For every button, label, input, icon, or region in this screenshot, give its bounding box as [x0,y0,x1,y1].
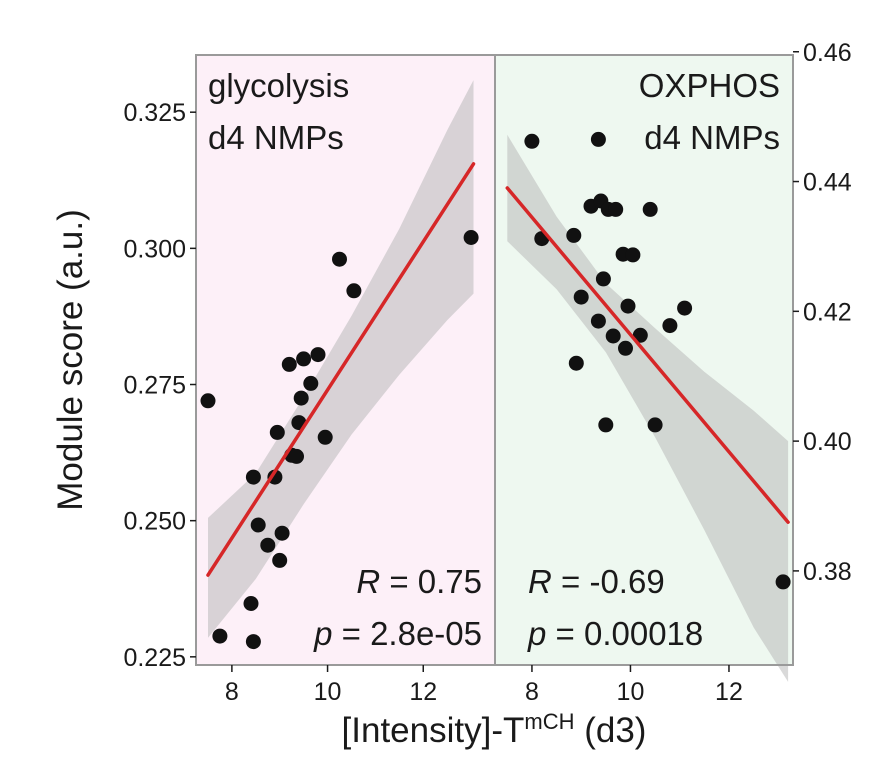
oxphos-p-value: = 0.00018 [546,615,703,652]
oxphos-y-tick-label: 0.40 [803,428,852,456]
glycolysis-data-point [200,393,216,409]
axis-ticks: 8 10 12 0.225 0.250 0.275 0.300 0.325 8 10 12 0.38 0… [123,39,851,706]
glycolysis-data-point [245,469,261,485]
glycolysis-r-label: R [356,563,380,600]
glycolysis-data-point [293,390,309,406]
oxphos-data-point [590,131,606,147]
x-axis-title-superscript: mCH [524,709,574,734]
x-axis-title-prefix: [Intensity]-T [342,711,525,750]
oxphos-data-point [632,327,648,343]
glycolysis-data-point [332,251,347,267]
oxphos-r-value: = -0.69 [552,563,665,600]
glycolysis-data-point [274,525,290,541]
glycolysis-regression-line [206,162,476,577]
glycolysis-data-point [267,469,283,485]
glycolysis-data-point [243,596,259,611]
glycolysis-x-tick-label: 8 [225,678,239,706]
oxphos-data-point [647,417,663,433]
glycolysis-y-tick-label: 0.225 [123,644,186,672]
oxphos-y-tick-label: 0.42 [803,298,852,326]
glycolysis-x-tick-label: 10 [314,678,342,706]
oxphos-data-point [642,201,658,217]
oxphos-y-tick-label: 0.38 [803,558,852,586]
oxphos-r-stat: R = -0.69 [528,563,665,600]
glycolysis-p-label: p [313,615,332,652]
glycolysis-data-point [212,628,228,644]
oxphos-p-stat: p = 0.00018 [527,615,703,652]
glycolysis-data-point [245,634,261,650]
glycolysis-data-point [260,537,276,553]
oxphos-title-line-2: d4 NMPs [644,119,780,156]
oxphos-title-line-1: OXPHOS [639,67,780,104]
glycolysis-data-point [303,375,319,391]
glycolysis-data-point [317,429,333,445]
x-axis-title: [Intensity]-TmCH (d3) [342,709,647,750]
glycolysis-data-point [346,283,362,299]
oxphos-x-tick-label: 12 [715,678,743,706]
oxphos-data-point [618,340,633,356]
oxphos-data-point [608,201,624,217]
glycolysis-data-point [289,448,304,464]
glycolysis-y-tick-label: 0.250 [123,508,186,536]
oxphos-y-tick-label: 0.46 [803,39,852,67]
x-axis-title-suffix: (d3) [574,711,646,750]
glycolysis-y-tick-label: 0.325 [123,99,186,127]
oxphos-r-label: R [528,563,552,600]
oxphos-x-tick-label: 8 [525,678,539,706]
oxphos-data-point [775,574,791,590]
glycolysis-data-point [281,356,297,372]
oxphos-data-point [605,328,621,344]
glycolysis-p-stat: p = 2.8e-05 [313,615,482,652]
oxphos-data-point [598,417,614,433]
oxphos-x-tick-label: 10 [617,678,645,706]
glycolysis-data-point [310,347,326,363]
glycolysis-panel [200,80,479,650]
y-axis-title: Module score (a.u.) [51,209,90,511]
glycolysis-confidence-band [208,80,474,638]
oxphos-data-point [662,318,678,334]
oxphos-regression-line [505,186,790,524]
oxphos-data-point [625,247,641,263]
glycolysis-y-tick-label: 0.300 [123,235,186,263]
glycolysis-data-point [272,552,288,568]
glycolysis-r-value: = 0.75 [380,563,482,600]
oxphos-panel-frame [494,54,794,666]
oxphos-panel [505,131,791,682]
oxphos-data-point [620,298,636,314]
glycolysis-data-point [296,351,312,367]
glycolysis-y-tick-label: 0.275 [123,372,186,400]
oxphos-data-point [677,300,693,316]
oxphos-data-point [524,133,540,149]
glycolysis-p-value: = 2.8e-05 [332,615,482,652]
oxphos-data-point [568,355,584,371]
glycolysis-data-point [250,517,266,533]
oxphos-data-point [573,289,589,305]
oxphos-data-point [566,227,582,243]
oxphos-data-point [595,271,611,287]
glycolysis-data-point [463,230,479,245]
glycolysis-x-tick-label: 12 [409,678,437,706]
glycolysis-title-line-2: d4 NMPs [208,119,344,156]
oxphos-p-label: p [527,615,546,652]
glycolysis-r-stat: R = 0.75 [356,563,482,600]
glycolysis-title-line-1: glycolysis [208,67,349,104]
glycolysis-data-point [269,424,285,440]
oxphos-y-tick-label: 0.44 [803,169,852,197]
oxphos-data-point [590,313,606,329]
